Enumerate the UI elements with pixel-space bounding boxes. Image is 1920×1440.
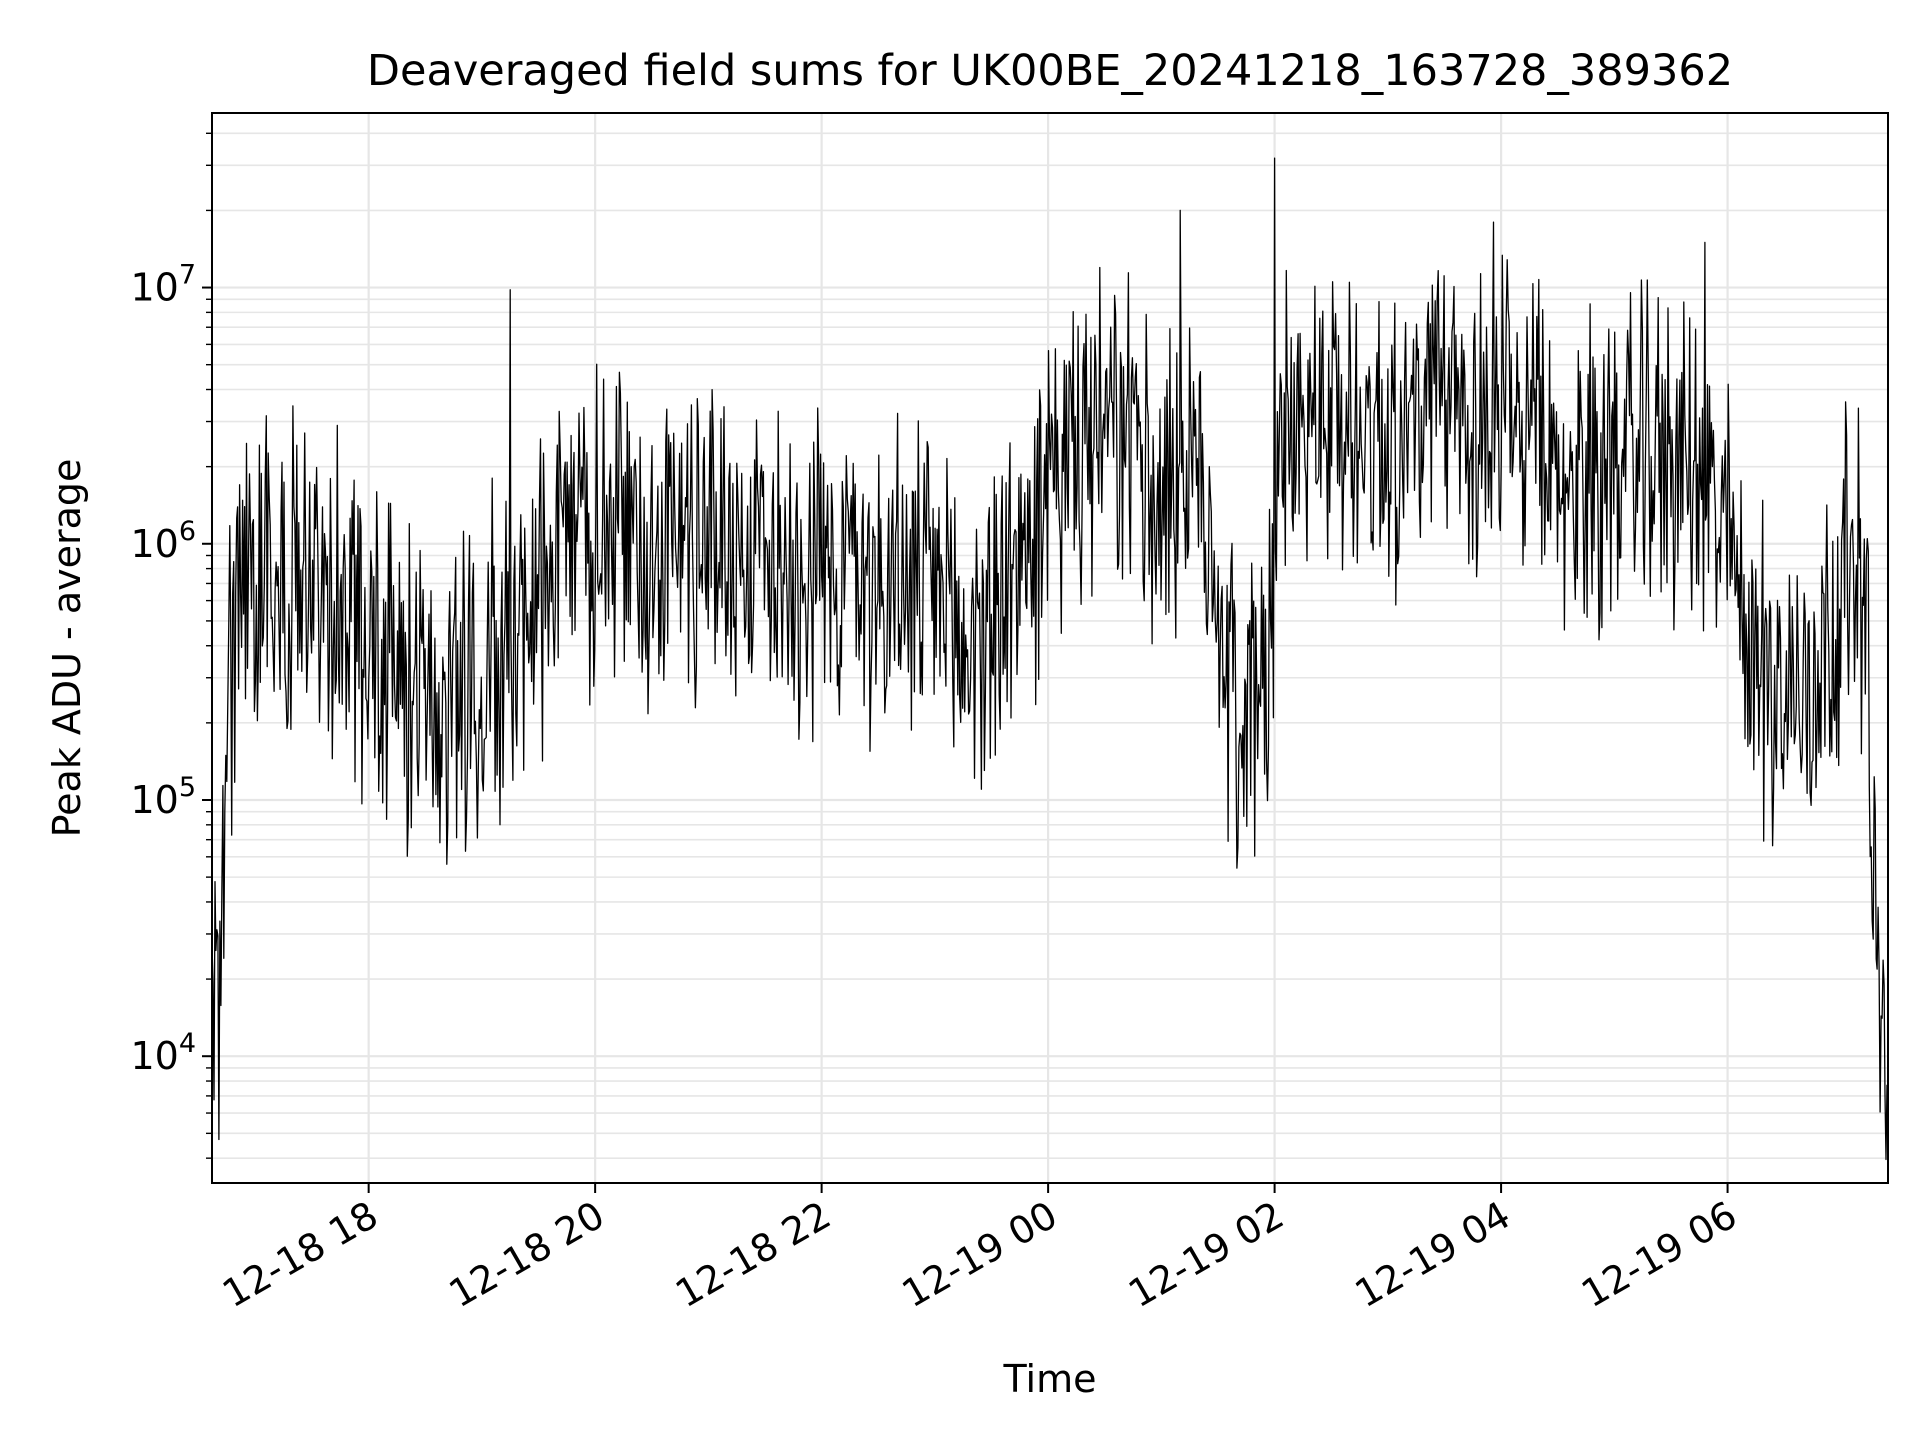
y-tick-label: 104 — [130, 1028, 196, 1078]
plot-frame — [211, 112, 1889, 1184]
y-tick-label: 107 — [130, 260, 196, 310]
x-axis-label: Time — [1003, 1357, 1097, 1401]
series-line — [211, 157, 1889, 1161]
chart-title: Deaveraged field sums for UK00BE_2024121… — [367, 46, 1733, 96]
y-axis-label: Peak ADU - average — [45, 459, 89, 838]
y-tick-label: 106 — [130, 516, 196, 566]
grid — [212, 113, 1888, 1183]
y-tick-label: 105 — [130, 772, 196, 822]
series-area — [211, 157, 1889, 1161]
